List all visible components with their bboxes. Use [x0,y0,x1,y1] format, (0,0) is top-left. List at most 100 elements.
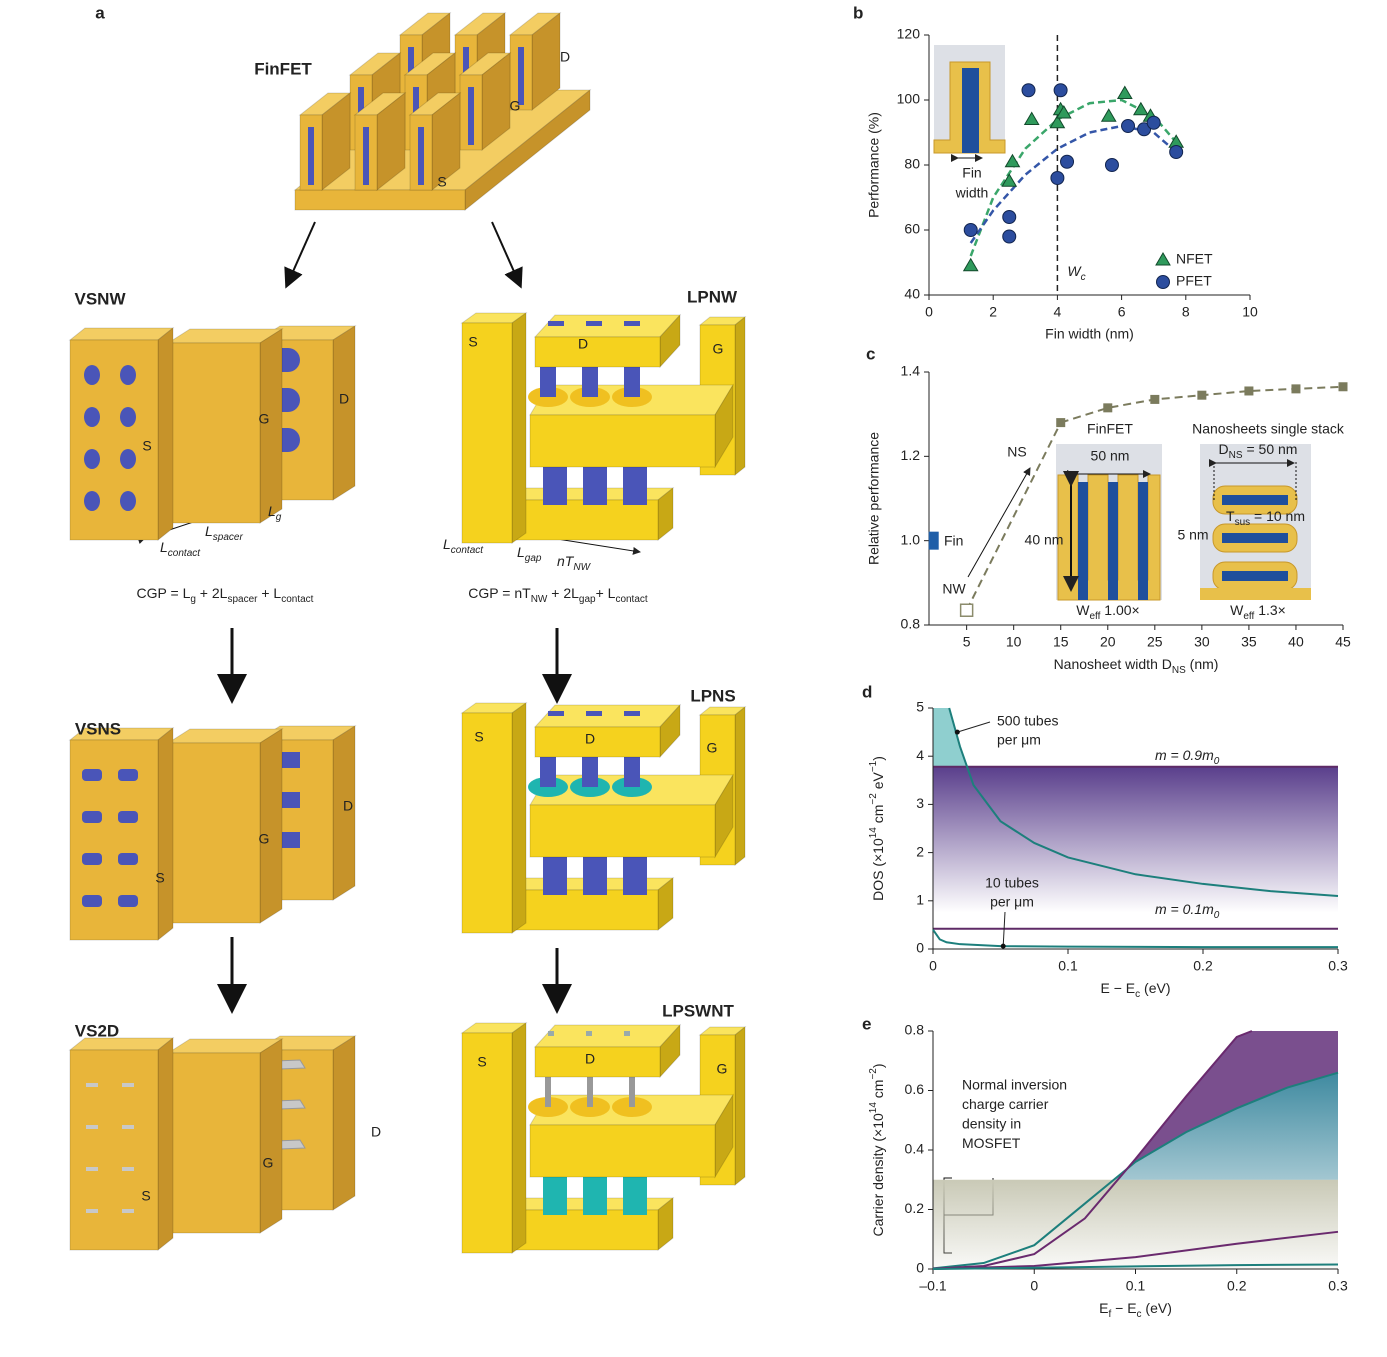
series-area [933,708,968,767]
arrow [284,221,316,289]
y-tick-label: 60 [904,221,920,237]
series-line [932,1030,1253,1270]
legend-label: NFET [1176,251,1213,267]
point [1103,403,1113,413]
series-line [932,1230,1339,1270]
threshold-label-part: W [1067,263,1082,279]
series-line [948,707,1339,897]
x-axis-label-part: E [1099,1300,1108,1316]
y-tick-label: 5 [916,699,924,715]
fin [518,47,524,105]
point [1116,85,1133,99]
source-side [157,726,174,942]
channel-end [118,853,138,865]
legend-marker [1155,252,1171,266]
leader [1002,911,1006,947]
contact-hole [586,321,602,326]
inset-weff-part: W [1230,602,1244,618]
sheet [1222,495,1288,505]
x-tick-label: 0 [1030,1278,1038,1294]
x-tick-label: 25 [1147,634,1163,650]
contact-hole [548,1031,554,1036]
x-tick-label: 30 [1194,634,1210,650]
drain-top [533,1024,682,1048]
y-tick-label: 0 [916,940,924,956]
x-tick-label: 0.3 [1328,958,1348,974]
band-label: density in [962,1116,1021,1132]
channel-end [122,1083,134,1087]
x-axis-label: Nanosheet width DNS (nm) [1054,656,1219,676]
point [1002,210,1017,224]
contact-hole [624,1031,630,1036]
contact-hole [548,711,564,716]
x-tick-label: 10 [1006,634,1022,650]
x-axis-label-part: (eV) [1140,980,1170,996]
gate-side [259,728,283,924]
fin [1108,482,1118,600]
gate-label: G [259,831,270,847]
point [1291,384,1301,394]
inset-weff-part: W [1076,602,1090,618]
gate-label: G [717,1061,728,1077]
level-label-sub: 0 [1214,910,1220,921]
inset-dim: DNS = 50 nm [1219,441,1298,461]
legend-marker [1156,275,1170,289]
dimension-label-part: L [443,536,451,552]
gate-arm-side [734,705,746,867]
drain-label: D [585,731,595,747]
dimension-label: Lg [268,503,282,523]
contact-hole [548,321,564,326]
y-tick-label: 0.8 [901,616,921,632]
inset-dim: 5 nm [1177,527,1208,543]
drain-label: D [578,336,588,352]
fin [1138,482,1148,600]
formula-part: + 2L [547,585,579,601]
inset-dim: 50 nm [1091,448,1130,464]
band [933,1179,1338,1269]
inset-weff-sub: eff [1089,611,1100,622]
series-label: NS [1007,444,1026,460]
dimension-label: nTNW [557,553,592,573]
y-axis-label-part: Carrier density (×10 [870,1113,886,1237]
x-tick-label: 0.1 [1058,958,1078,974]
point [1050,171,1065,185]
panel-label: b [853,3,863,22]
x-axis-label-sub: c [1137,1309,1142,1320]
x-tick-label: 6 [1118,304,1126,320]
gate-label: G [259,411,270,427]
point [1169,145,1184,159]
dimension-label-part: nT [557,553,575,569]
drain-side [332,325,356,501]
fin [363,127,369,185]
point [963,223,978,237]
channel-end [86,1167,98,1171]
level-shade [933,766,1338,949]
dimension-label: Lcontact [443,536,484,556]
x-axis-label: Fin width (nm) [1045,326,1134,342]
inset-weff-sub: eff [1243,611,1254,622]
inset-dim: Tsus = 10 nm [1226,508,1305,528]
point [1021,83,1036,98]
fin [418,127,424,185]
channel-end [122,1167,134,1171]
x-tick-label: 10 [1242,304,1258,320]
y-axis-label-part: cm [870,1080,886,1103]
point [1004,153,1021,168]
drain-label: D [560,49,570,65]
source-label: S [474,729,483,745]
series-label: Fin [944,533,963,549]
channel-end [118,811,138,823]
source-side [157,326,174,542]
band-label: charge carrier [962,1096,1049,1112]
dimension-label-sub: spacer [213,532,244,543]
threshold-label: Wc [1067,263,1085,283]
formula-sub: contact [615,594,647,605]
source [461,712,513,934]
inset-dim-part: T [1226,508,1235,524]
source-side [511,702,527,934]
x-axis-label-part: − E [1111,1300,1136,1316]
formula-part: + L [596,585,616,601]
x-axis-label-sub: f [1108,1309,1111,1320]
point [1049,114,1066,129]
